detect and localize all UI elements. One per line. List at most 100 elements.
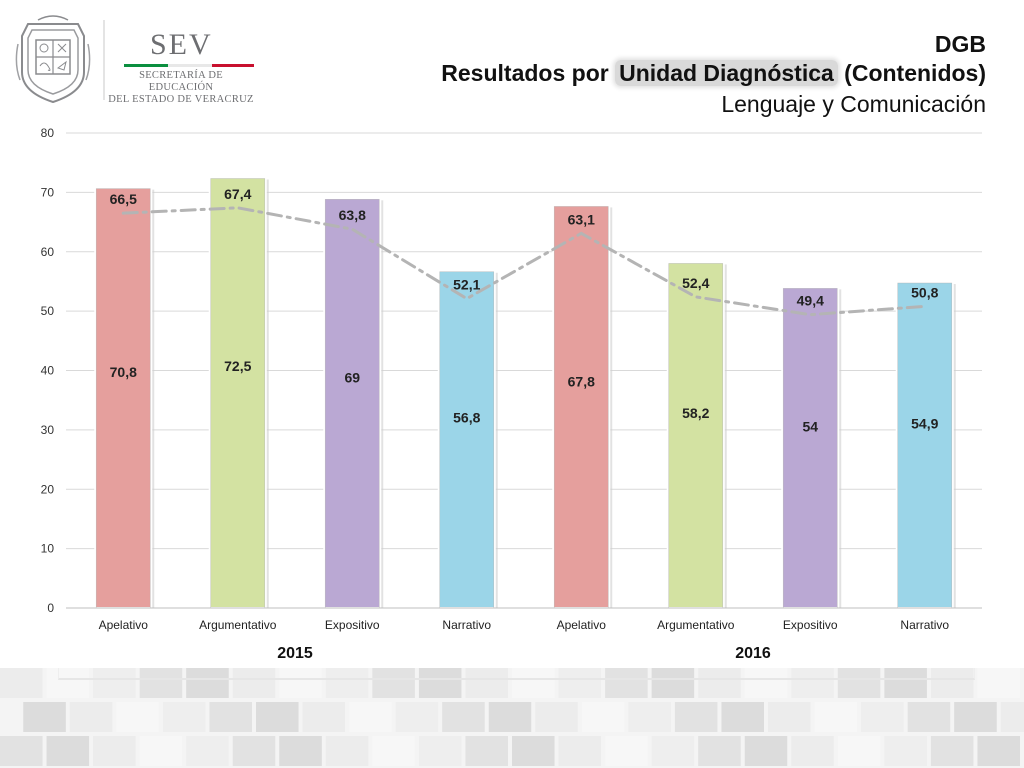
x-tick-label: Narrativo [442, 618, 491, 632]
footer-tile [23, 702, 66, 732]
group-label: 2015 [277, 645, 313, 662]
bar [208, 176, 267, 609]
group-label: 2016 [735, 645, 771, 662]
logo-name: SEV [150, 28, 213, 61]
footer-tile [279, 736, 322, 766]
footer-tile [605, 668, 648, 698]
footer-tile [512, 668, 555, 698]
footer-tile [791, 736, 834, 766]
bar-data-label: 69 [344, 370, 360, 386]
footer-tile [256, 702, 299, 732]
footer-tile [721, 702, 764, 732]
footer-tile [1000, 702, 1024, 732]
footer-tile [814, 702, 858, 732]
x-tick-label: Narrativo [900, 618, 949, 632]
footer-tile [232, 736, 276, 766]
footer-tile [93, 668, 136, 698]
footer-tile [558, 668, 602, 698]
sev-logo [14, 14, 254, 110]
x-tick-label: Expositivo [783, 618, 838, 632]
line-data-label: 63,1 [568, 211, 595, 227]
line-data-label: 63,8 [339, 207, 366, 223]
footer-tile [558, 736, 602, 766]
logo-subtitle: SECRETARÍA DE EDUCACIÓN DEL ESTADO DE VE… [106, 70, 256, 106]
footer-tile [837, 668, 881, 698]
footer-tile [465, 736, 508, 766]
flag-stripes-icon [124, 64, 254, 67]
title-main: Resultados por Unidad Diagnóstica (Conte… [441, 58, 986, 88]
y-tick-label: 60 [41, 245, 55, 259]
line-data-label: 50,8 [911, 284, 938, 300]
title-dgb: DGB [934, 31, 986, 57]
footer-tile [372, 668, 415, 698]
footer-tile [651, 736, 695, 766]
bar [94, 186, 153, 609]
chart-area: 0 10 20 30 40 50 60 70 80 70,8 72,5 69 56,8 67,8 58,2 5… [0, 120, 1024, 680]
footer-tile [930, 668, 974, 698]
line-data-label: 52,1 [453, 277, 480, 293]
x-tick-label: Apelativo [557, 618, 607, 632]
footer-tile [605, 736, 648, 766]
y-tick-label: 0 [47, 601, 54, 615]
footer-tile [395, 702, 439, 732]
footer-tile [0, 736, 43, 766]
y-tick-label: 30 [41, 423, 55, 437]
y-tick-label: 80 [41, 126, 55, 140]
footer-tile [372, 736, 415, 766]
footer-tile [488, 702, 532, 732]
footer-tile [907, 702, 951, 732]
y-tick-label: 50 [41, 304, 55, 318]
line-data-label: 52,4 [682, 275, 709, 291]
bar-data-label: 54 [802, 419, 818, 435]
footer-pattern-icon [0, 668, 1024, 768]
x-tick-label: Apelativo [99, 618, 149, 632]
bar [437, 269, 496, 609]
title-subject: Lenguaje y Comunicación [721, 91, 986, 117]
footer-tile [232, 668, 276, 698]
footer-tile [116, 702, 159, 732]
veracruz-shield-icon [15, 15, 91, 104]
footer-tile [139, 668, 183, 698]
footer-tile [279, 668, 322, 698]
footer-tile [349, 702, 392, 732]
footer-tile [46, 736, 90, 766]
footer-tile [162, 702, 206, 732]
footer-tile [628, 702, 671, 732]
bar-chart: 0 10 20 30 40 50 60 70 80 70,8 72,5 69 56,8 67,8 58,2 5… [41, 126, 982, 662]
footer-tile [698, 668, 741, 698]
footer-tile [977, 668, 1020, 698]
x-tick-label: Argumentativo [199, 618, 277, 632]
footer-tile [325, 668, 369, 698]
bar [552, 204, 611, 609]
bar-data-label: 70,8 [110, 364, 137, 380]
footer-tile [884, 668, 927, 698]
footer-tile [209, 702, 252, 732]
bar [895, 281, 954, 609]
line-data-label: 67,4 [224, 186, 251, 202]
footer-tile [884, 736, 927, 766]
title-main-highlight: Unidad Diagnóstica [615, 60, 838, 86]
line-data-label: 66,5 [110, 191, 137, 207]
footer-tile [512, 736, 555, 766]
footer-tile [954, 702, 997, 732]
footer-tile [791, 668, 834, 698]
footer-tile [977, 736, 1020, 766]
footer-tile [744, 668, 788, 698]
bar-data-label: 67,8 [568, 374, 595, 390]
footer-tile [418, 736, 462, 766]
footer-tile [302, 702, 346, 732]
footer-tile [418, 668, 462, 698]
footer-tile [46, 668, 90, 698]
slide-title: DGB Resultados por Unidad Diagnóstica (C… [441, 30, 986, 120]
footer-tile [186, 736, 229, 766]
footer-tile [651, 668, 695, 698]
footer-tile [69, 702, 113, 732]
logo-subtitle-line1: SECRETARÍA DE EDUCACIÓN [139, 70, 223, 93]
title-main-pre: Resultados por [441, 60, 616, 86]
footer-tile [930, 736, 974, 766]
bar-data-label: 58,2 [682, 405, 709, 421]
footer-tile [768, 702, 811, 732]
footer-tile [139, 736, 183, 766]
footer-tile [674, 702, 718, 732]
footer-tile [535, 702, 578, 732]
